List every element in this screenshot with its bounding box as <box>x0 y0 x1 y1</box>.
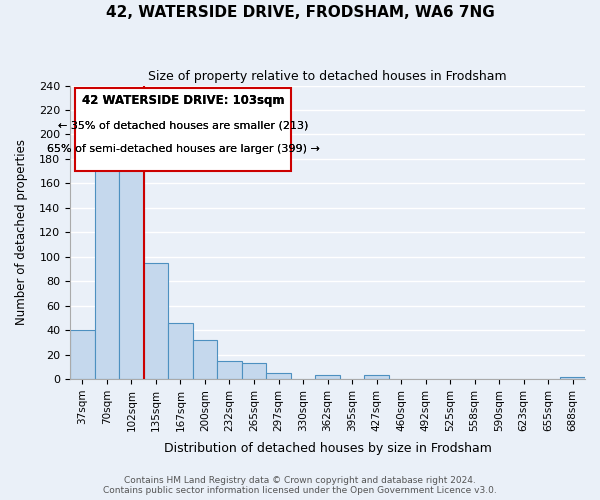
Bar <box>119 146 143 379</box>
Bar <box>315 376 340 379</box>
Text: Contains HM Land Registry data © Crown copyright and database right 2024.
Contai: Contains HM Land Registry data © Crown c… <box>103 476 497 495</box>
Bar <box>70 330 95 379</box>
Bar <box>217 360 242 379</box>
Bar <box>168 323 193 379</box>
X-axis label: Distribution of detached houses by size in Frodsham: Distribution of detached houses by size … <box>164 442 491 455</box>
Title: Size of property relative to detached houses in Frodsham: Size of property relative to detached ho… <box>148 70 507 83</box>
Text: 65% of semi-detached houses are larger (399) →: 65% of semi-detached houses are larger (… <box>47 144 320 154</box>
Bar <box>560 376 585 379</box>
Text: ← 35% of detached houses are smaller (213): ← 35% of detached houses are smaller (21… <box>58 121 308 131</box>
Text: ← 35% of detached houses are smaller (213): ← 35% of detached houses are smaller (21… <box>58 121 308 131</box>
Text: 65% of semi-detached houses are larger (399) →: 65% of semi-detached houses are larger (… <box>47 144 320 154</box>
Bar <box>364 376 389 379</box>
Text: 42 WATERSIDE DRIVE: 103sqm: 42 WATERSIDE DRIVE: 103sqm <box>82 94 284 108</box>
Text: 42, WATERSIDE DRIVE, FRODSHAM, WA6 7NG: 42, WATERSIDE DRIVE, FRODSHAM, WA6 7NG <box>106 5 494 20</box>
Bar <box>95 166 119 379</box>
Bar <box>193 340 217 379</box>
Bar <box>242 363 266 379</box>
Bar <box>75 88 292 170</box>
Bar <box>143 263 168 379</box>
Text: 42 WATERSIDE DRIVE: 103sqm: 42 WATERSIDE DRIVE: 103sqm <box>82 94 284 108</box>
Bar <box>266 373 291 379</box>
Y-axis label: Number of detached properties: Number of detached properties <box>15 140 28 326</box>
